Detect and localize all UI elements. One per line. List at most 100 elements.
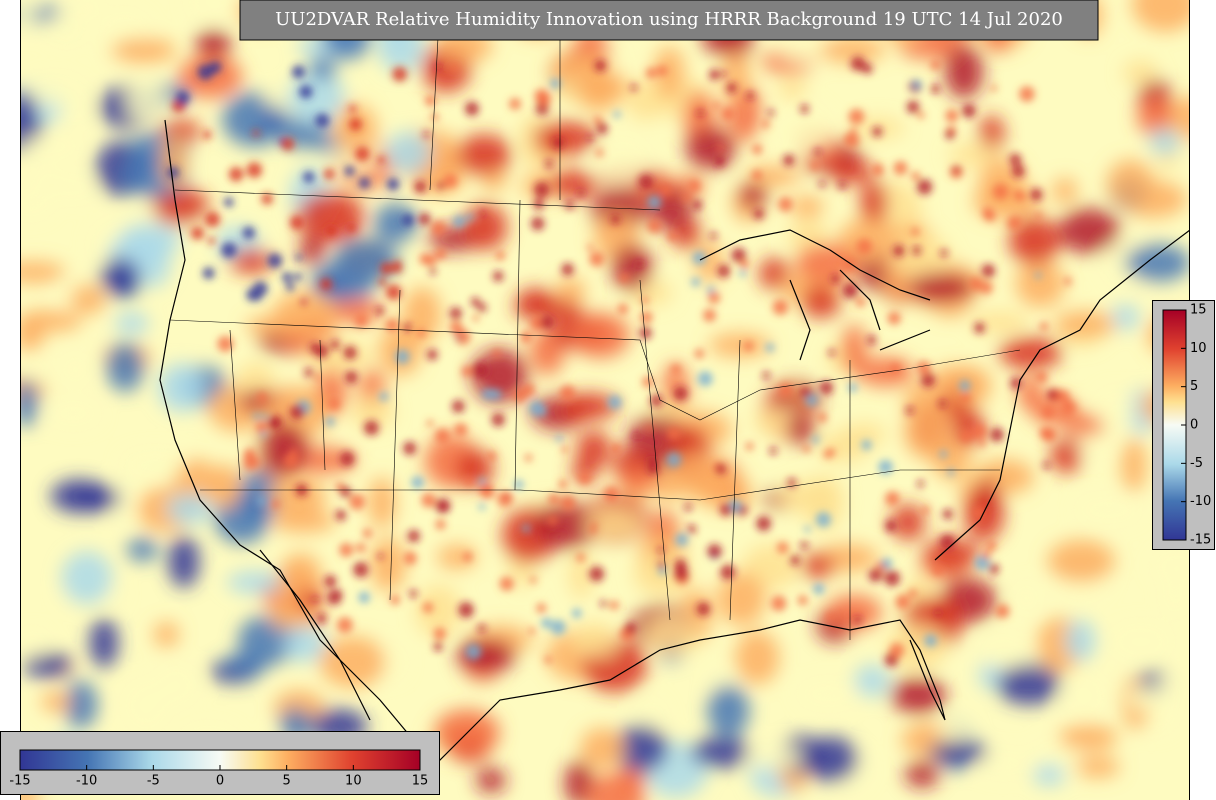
field-speck: [802, 445, 811, 453]
field-speck: [640, 311, 653, 324]
field-blob: [124, 681, 168, 730]
field-speck: [281, 137, 295, 151]
field-speck: [889, 642, 905, 659]
field-speck: [684, 503, 692, 511]
field-speck: [207, 237, 216, 245]
field-speck: [815, 511, 832, 528]
field-speck: [593, 115, 602, 125]
colorbar-tick-label: 5: [283, 774, 291, 789]
field-speck: [767, 109, 775, 117]
field-blob: [1128, 685, 1158, 712]
field-blob: [1111, 304, 1140, 331]
field-blob: [513, 298, 582, 320]
field-speck: [642, 376, 654, 388]
field-speck: [753, 208, 765, 220]
field-speck: [800, 104, 809, 114]
field-speck: [452, 215, 466, 228]
field-speck: [561, 263, 574, 276]
field-speck: [544, 159, 554, 168]
field-speck: [455, 329, 471, 345]
field-speck: [314, 344, 329, 359]
field-speck: [691, 277, 701, 287]
field-blob: [268, 477, 327, 516]
field-blob: [70, 284, 107, 315]
colorbar-tick-label: 5: [1190, 379, 1198, 394]
field-speck: [930, 84, 940, 94]
field-blob: [20, 309, 83, 332]
field-speck: [295, 254, 303, 261]
field-speck: [613, 110, 621, 118]
field-speck: [293, 272, 302, 281]
field-speck: [228, 167, 244, 182]
field-blob: [1075, 756, 1120, 778]
field-speck: [337, 617, 353, 633]
field-speck: [712, 102, 720, 110]
field-speck: [461, 365, 473, 378]
field-speck: [478, 477, 486, 485]
field-speck: [348, 117, 363, 131]
colorbar-tick-label: -15: [9, 774, 30, 789]
field-blob: [1075, 496, 1141, 524]
field-blob: [288, 69, 345, 125]
field-speck: [813, 583, 825, 595]
field-speck: [635, 259, 644, 269]
field-speck: [578, 471, 592, 485]
field-blob: [1058, 724, 1118, 752]
field-speck: [980, 281, 993, 294]
field-speck: [328, 398, 341, 410]
field-speck: [348, 105, 357, 113]
field-speck: [893, 161, 908, 176]
field-speck: [688, 179, 701, 192]
field-blob: [20, 0, 38, 35]
field-speck: [403, 441, 417, 456]
field-speck: [1043, 461, 1051, 469]
field-speck: [358, 591, 370, 604]
field-blob: [1014, 582, 1040, 614]
field-blob: [1060, 672, 1108, 720]
field-blob: [907, 273, 975, 303]
field-speck: [743, 341, 754, 351]
field-speck: [167, 166, 179, 179]
field-speck: [243, 455, 258, 471]
field-blob: [860, 179, 888, 228]
field-blob: [854, 664, 891, 698]
field-speck: [565, 200, 575, 210]
field-speck: [800, 541, 809, 550]
field-speck: [246, 162, 263, 178]
field-blob: [1131, 0, 1190, 32]
field-speck: [202, 267, 215, 280]
field-speck: [660, 184, 672, 196]
colorbar-tick-label: 15: [1190, 303, 1207, 318]
field-blob: [569, 550, 594, 599]
field-speck: [610, 443, 621, 454]
field-blob: [690, 737, 753, 768]
field-speck: [992, 183, 1009, 200]
field-speck: [707, 291, 721, 304]
field-blob: [332, 298, 383, 324]
field-blob: [1123, 60, 1158, 86]
field-speck: [1011, 164, 1025, 178]
field-speck: [895, 594, 910, 610]
field-blob: [611, 244, 653, 291]
field-speck: [819, 380, 834, 395]
field-speck: [522, 524, 531, 533]
field-speck: [392, 66, 408, 82]
field-speck: [339, 543, 354, 557]
field-speck: [281, 271, 293, 283]
field-speck: [358, 177, 371, 189]
field-speck: [339, 451, 355, 467]
field-speck: [942, 508, 953, 520]
field-blob: [614, 724, 668, 772]
field-speck: [871, 163, 884, 176]
field-blob: [270, 509, 337, 533]
field-blob: [977, 750, 1030, 776]
field-speck: [271, 500, 280, 509]
field-speck: [828, 349, 836, 357]
field-speck: [472, 362, 489, 379]
field-blob: [904, 405, 952, 460]
field-blob: [798, 680, 858, 708]
coastlines: [159, 119, 1190, 771]
field-speck: [911, 171, 921, 181]
field-blob: [841, 423, 887, 446]
field-speck: [945, 129, 955, 140]
